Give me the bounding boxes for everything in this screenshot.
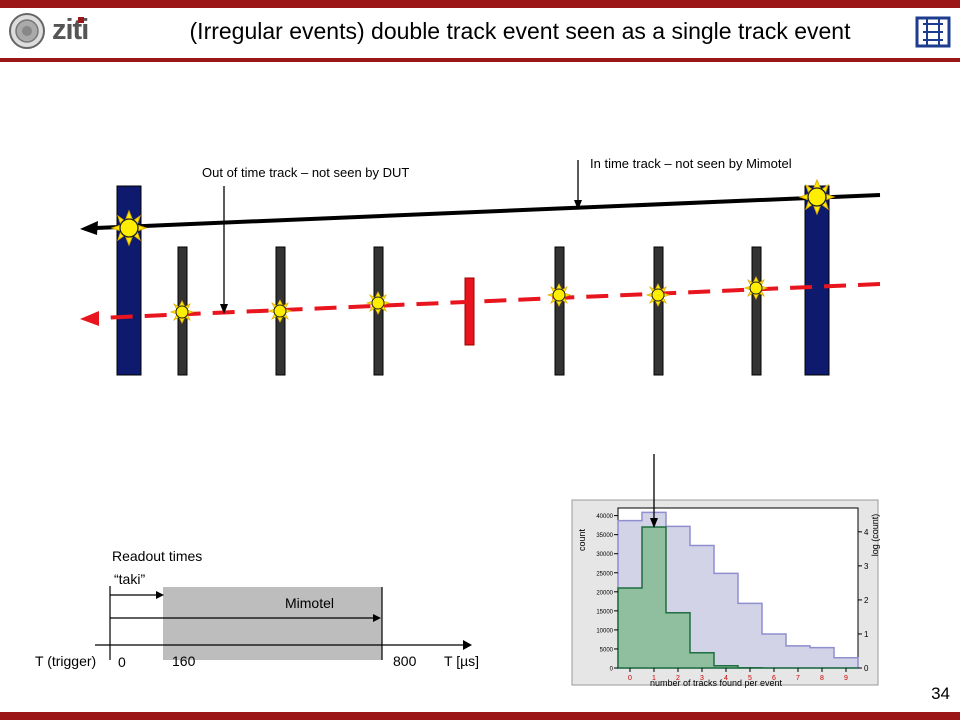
x-tick-label-4: 4 — [724, 675, 728, 682]
mimotel-plane-4 — [554, 246, 565, 376]
t0-label: 0 — [118, 654, 126, 670]
y-tick-label-left-5000: 5000 — [600, 647, 614, 653]
x-tick-label-0: 0 — [628, 675, 632, 682]
taki-label: “taki” — [114, 571, 145, 587]
x-tick-label-2: 2 — [676, 675, 680, 682]
bottom-bar — [0, 712, 960, 720]
out-of-time-track-arrowhead — [80, 311, 99, 326]
y-tick-label-left-20000: 20000 — [596, 590, 613, 596]
top-bar — [0, 0, 960, 8]
trigger-label: T (trigger) — [35, 653, 96, 669]
dut-plane — [464, 277, 475, 346]
title-underline — [0, 58, 960, 62]
y-tick-label-left-25000: 25000 — [596, 571, 613, 577]
histogram-series-count — [617, 526, 858, 669]
x-tick-label-6: 6 — [772, 675, 776, 682]
kip-logo — [915, 16, 951, 48]
mimotel-label: Mimotel — [285, 595, 334, 611]
x-tick-label-9: 9 — [844, 675, 848, 682]
y-tick-label-right-4: 4 — [864, 528, 869, 537]
in-time-label: In time track – not seen by Mimotel — [590, 156, 792, 171]
x-tick-label-7: 7 — [796, 675, 800, 682]
t160-label: 160 — [172, 653, 196, 669]
x-tick-label-3: 3 — [700, 675, 704, 682]
x-tick-label-8: 8 — [820, 675, 824, 682]
track-diagram: In time track – not seen by Mimotel Out … — [80, 156, 881, 376]
y-tick-label-left-30000: 30000 — [596, 552, 613, 558]
y-tick-label-left-15000: 15000 — [596, 609, 613, 615]
histogram-ylabel-left: count — [577, 528, 587, 551]
histogram-chart: 0 1 2 3 4 5 6 7 8 9 0 5000 10000 15000 20000 25000 30000… — [571, 454, 880, 688]
t800-label: 800 — [393, 653, 417, 669]
telescope-plane-2 — [804, 185, 830, 376]
university-seal-logo — [9, 13, 45, 49]
y-tick-label-right-0: 0 — [864, 664, 869, 673]
page-number: 34 — [931, 684, 950, 703]
y-tick-label-left-0: 0 — [610, 667, 614, 673]
x-tick-label-1: 1 — [652, 675, 656, 682]
y-tick-label-right-3: 3 — [864, 562, 869, 571]
histogram-ylabel-right: log (count) — [870, 514, 880, 557]
page-title: (Irregular events) double track event se… — [189, 18, 851, 44]
mimotel-plane-5 — [653, 246, 664, 376]
y-tick-label-left-10000: 10000 — [596, 628, 613, 634]
in-time-track-arrowhead — [80, 221, 98, 235]
axis-unit-label: T [µs] — [444, 653, 479, 669]
ziti-logo: ziti — [52, 14, 89, 47]
y-tick-label-right-2: 2 — [864, 596, 869, 605]
y-tick-label-right-1: 1 — [864, 630, 869, 639]
x-tick-label-5: 5 — [748, 675, 752, 682]
in-time-track — [95, 193, 881, 230]
hit-mimotel-5 — [646, 283, 670, 307]
ziti-logo-accent — [78, 17, 84, 23]
out-of-time-label: Out of time track – not seen by DUT — [202, 165, 409, 180]
mimotel-plane-6 — [751, 246, 762, 376]
timing-diagram: Readout times “taki” Mimotel T (trigger)… — [35, 548, 479, 670]
readout-times-label: Readout times — [112, 548, 202, 564]
out-of-time-track — [97, 282, 881, 320]
hit-mimotel-6 — [744, 276, 768, 300]
mimotel-readout-window — [163, 587, 382, 660]
y-tick-label-left-35000: 35000 — [596, 533, 613, 539]
histogram-xlabel: number of tracks found per event — [650, 678, 783, 688]
y-tick-label-left-40000: 40000 — [596, 514, 613, 520]
